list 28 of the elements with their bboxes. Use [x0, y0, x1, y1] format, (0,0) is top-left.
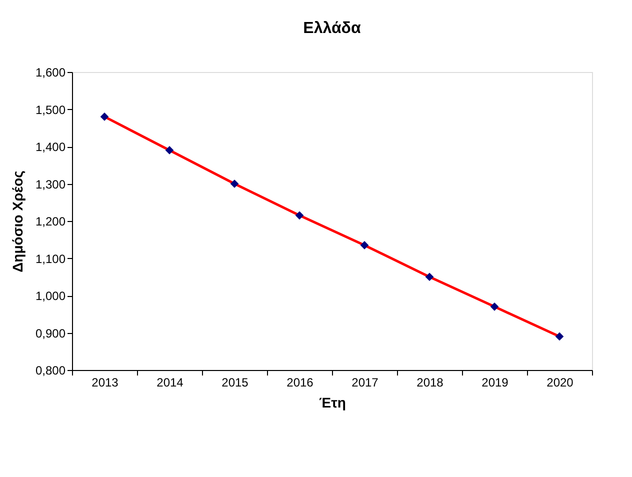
chart-title: Ελλάδα	[303, 20, 361, 37]
x-tick-label: 2015	[222, 376, 249, 390]
x-tick-label: 2020	[546, 376, 574, 390]
y-tick-label: 1,300	[35, 177, 66, 192]
y-tick-label: 1,000	[35, 289, 66, 303]
point	[425, 272, 434, 282]
y-tick-label: 1,500	[35, 102, 66, 117]
y-tick-label: 1,600	[35, 66, 66, 80]
point	[555, 332, 564, 341]
point	[295, 211, 304, 220]
point	[230, 180, 239, 188]
x-tick-label: 2013	[92, 376, 119, 390]
x-tick-label: 2016	[286, 376, 314, 390]
y-tick-label: 1,200	[35, 214, 66, 228]
x-tick-label: 2018	[416, 376, 444, 390]
x-axis-title: Έτη	[319, 394, 346, 410]
y-axis-title: Δημόσιο Χρέος	[9, 170, 26, 272]
x-tick-label: 2019	[482, 376, 509, 390]
point	[165, 146, 174, 154]
point	[490, 302, 499, 311]
point	[100, 112, 109, 121]
x-tick-label: 2014	[156, 376, 184, 390]
y-tick-label: 1,100	[35, 252, 66, 266]
point	[360, 241, 369, 250]
y-tick-label: 1,400	[35, 140, 66, 154]
x-tick-label: 2017	[352, 376, 379, 390]
y-tick-label: 0,900	[35, 326, 66, 340]
y-tick-label: 0,800	[35, 364, 66, 378]
